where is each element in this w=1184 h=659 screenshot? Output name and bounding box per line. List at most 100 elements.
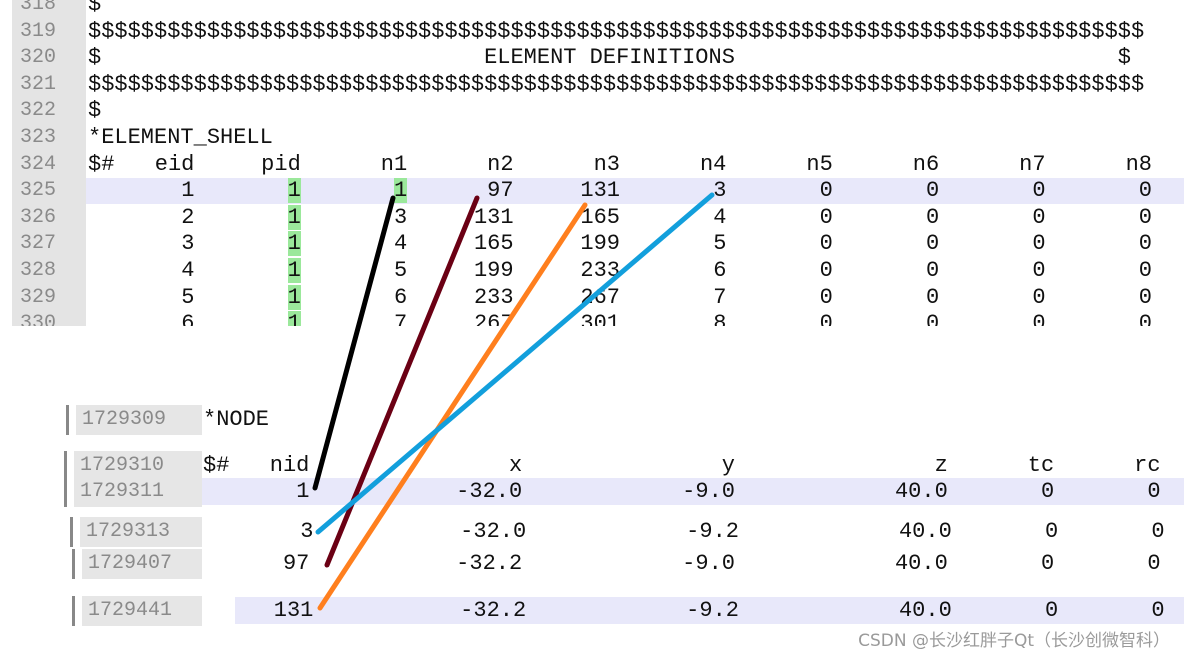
- line-number: 325: [20, 179, 57, 203]
- gutter-bar: [64, 451, 67, 481]
- field: 1: [194, 311, 301, 326]
- field: 40.0: [894, 551, 948, 576]
- field: 0: [1138, 204, 1152, 230]
- match-highlight: 1: [393, 178, 408, 204]
- field: 3: [300, 519, 314, 544]
- field: 1: [181, 178, 195, 204]
- field: 1: [194, 231, 301, 257]
- field: 131: [273, 598, 314, 623]
- field: x: [508, 453, 523, 478]
- field: 267: [473, 311, 514, 326]
- code-text: $: [88, 0, 102, 17]
- line-number: 327: [20, 232, 57, 256]
- field: 0: [1032, 311, 1046, 326]
- field: 1: [194, 258, 301, 284]
- match-highlight: 1: [287, 284, 301, 310]
- field: 0: [819, 231, 833, 257]
- field: 1: [194, 178, 301, 204]
- field: 40.0: [898, 519, 952, 544]
- gutter-bar: [72, 549, 75, 579]
- current-line: [86, 178, 1184, 205]
- gutter-bar: [66, 405, 69, 435]
- field: 1: [296, 479, 310, 504]
- line-number: 321: [20, 72, 57, 96]
- line-number: 329: [20, 285, 57, 309]
- field: n6: [912, 151, 940, 177]
- field: 6: [393, 284, 408, 310]
- field: z: [934, 453, 948, 478]
- line-number: 319: [20, 19, 57, 43]
- field: 0: [1044, 598, 1059, 623]
- field: 0: [819, 311, 833, 326]
- field: -9.0: [682, 479, 735, 504]
- field: n7: [1019, 151, 1046, 177]
- field: 0: [1032, 204, 1046, 230]
- field: 0: [1032, 231, 1046, 257]
- code-text: *NODE: [203, 407, 270, 432]
- field: 0: [1032, 178, 1046, 204]
- field: n5: [806, 151, 833, 177]
- comment-prefix: $#: [88, 151, 115, 177]
- match-highlight: 1: [287, 178, 301, 204]
- link-n3: [317, 202, 588, 611]
- field: 165: [473, 231, 514, 257]
- gutter-bar: [70, 517, 73, 547]
- field: 6: [713, 258, 727, 283]
- field: 1: [301, 178, 408, 204]
- field: 165: [580, 204, 620, 230]
- field: -32.0: [456, 479, 523, 504]
- field: 4: [181, 258, 195, 283]
- field: 0: [1151, 598, 1165, 623]
- field: 0: [1138, 231, 1152, 257]
- gutter: [12, 0, 86, 326]
- element-editor: 318 $319 $$$$$$$$$$$$$$$$$$$$$$$$$$$$$$$$$…: [0, 0, 1184, 326]
- field: 0: [1040, 479, 1055, 504]
- field: -9.2: [686, 598, 739, 623]
- field: rc: [1134, 453, 1161, 478]
- field: 7: [393, 311, 408, 326]
- line-number: 320: [20, 46, 57, 70]
- match-highlight: 1: [287, 311, 301, 326]
- field: 0: [819, 258, 833, 283]
- line-number: 318: [20, 0, 57, 16]
- field: 0: [925, 311, 940, 326]
- field: 97: [282, 551, 310, 576]
- field: 0: [1032, 284, 1046, 310]
- field: 0: [1138, 258, 1152, 283]
- match-highlight: 1: [287, 258, 301, 283]
- field: -9.0: [682, 551, 735, 576]
- field: -32.0: [460, 519, 527, 544]
- field: 3: [393, 204, 408, 230]
- field: -9.2: [686, 519, 739, 544]
- field: 0: [819, 204, 833, 230]
- field: -32.2: [456, 551, 523, 576]
- field: 0: [1147, 479, 1161, 504]
- field: 0: [925, 231, 940, 257]
- link-n4: [315, 192, 715, 535]
- field: n1: [380, 151, 408, 177]
- field: 0: [925, 204, 940, 230]
- field: eid: [154, 151, 195, 177]
- gutter-bar: [72, 596, 75, 626]
- watermark: CSDN @长沙红胖子Qt（长沙创微智科）: [858, 631, 1170, 651]
- line-number: 1729309: [76, 405, 202, 435]
- field: 0: [1138, 284, 1152, 310]
- field: 40.0: [898, 598, 952, 623]
- line-number: 324: [20, 152, 57, 176]
- comment-prefix: $#: [203, 453, 230, 478]
- line-number: 326: [20, 205, 57, 229]
- field: 233: [473, 284, 514, 310]
- link-n2: [324, 195, 480, 568]
- field: n4: [699, 151, 727, 177]
- field: n8: [1125, 151, 1152, 177]
- field: 5: [713, 231, 727, 257]
- line-number: 1729310: [74, 451, 202, 481]
- field: 5: [393, 258, 408, 283]
- field: 2: [181, 204, 195, 230]
- field: tc: [1027, 453, 1055, 478]
- field: 6: [181, 311, 195, 326]
- link-n1: [312, 195, 396, 491]
- field: 4: [393, 231, 408, 257]
